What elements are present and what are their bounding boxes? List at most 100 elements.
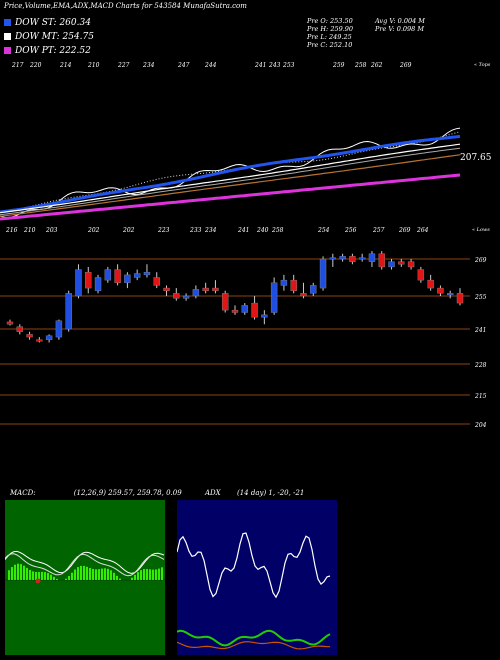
lows-tag: « Lows <box>472 227 490 233</box>
bottom-label: 223 <box>157 227 170 234</box>
stat-close: Pre C: 252.10 <box>307 41 353 49</box>
macd-bar <box>155 569 157 580</box>
price-line <box>0 127 461 219</box>
candle-body <box>398 261 405 265</box>
candle-body <box>45 335 53 340</box>
bottom-label: 233 <box>189 227 202 234</box>
candle-body <box>75 269 82 297</box>
candle-body <box>192 289 200 297</box>
candle-body <box>133 273 141 278</box>
bottom-label: 203 <box>45 227 58 234</box>
legend-mt-swatch <box>4 33 11 40</box>
legend-mt-value: 254.75 <box>62 32 95 42</box>
adx-line <box>177 532 331 599</box>
candle-body <box>104 269 112 281</box>
candle-body <box>114 269 121 283</box>
bottom-label: 202 <box>87 227 100 234</box>
stat-low: Pre L: 249.25 <box>307 33 352 41</box>
bottom-label: 202 <box>122 227 135 234</box>
macd-bar <box>161 567 163 580</box>
candle-body <box>231 309 239 313</box>
tops-tag: « Tops <box>474 62 491 68</box>
signal-line <box>5 553 165 577</box>
macd-bar <box>146 568 148 580</box>
ema-grey-line <box>0 147 461 216</box>
macd-bar <box>149 569 151 580</box>
ema-pt-line <box>0 173 461 221</box>
stat-avg-volume: Avg V: 0.004 M <box>375 17 425 25</box>
price-tick-label: 269 <box>474 257 487 264</box>
legend-st-swatch <box>4 19 11 26</box>
top-label: 241 <box>254 62 266 69</box>
macd-bar <box>38 572 40 580</box>
bottom-label: 258 <box>271 227 284 234</box>
bottom-label: 234 <box>204 227 217 234</box>
price-chart: 217 220 214 210 227 234 247 244 241 243 253 259 258 2… <box>0 62 492 429</box>
stat-prev-volume: Pre V: 0.098 M <box>375 25 425 33</box>
candle-body <box>456 293 464 304</box>
candle-body <box>407 261 415 268</box>
macd-bar <box>71 572 73 580</box>
macd-bar <box>47 572 49 580</box>
candle-body <box>85 272 92 289</box>
macd-bar <box>131 577 133 580</box>
top-label: 210 <box>87 62 100 69</box>
macd-title: MACD: <box>10 489 38 497</box>
macd-bar <box>56 578 58 580</box>
candle-body <box>143 272 151 276</box>
price-tick-label: 215 <box>474 393 487 400</box>
top-label: 220 <box>29 62 42 69</box>
candle-body <box>388 261 395 268</box>
candle-body <box>280 279 288 286</box>
macd-bar <box>65 578 67 580</box>
top-label: 243 <box>268 62 281 69</box>
top-label: 244 <box>204 62 217 69</box>
macd-bar <box>11 567 13 580</box>
legend-st-value: 260.34 <box>59 18 91 28</box>
macd-bar <box>104 568 106 580</box>
macd-values: (12,26,9) 259.57, 259.78, 0.09 <box>73 489 182 497</box>
macd-bar <box>116 575 118 580</box>
macd-bar <box>77 567 79 580</box>
macd-marker <box>35 578 41 584</box>
candle-body <box>212 287 219 291</box>
macd-bar <box>158 568 160 580</box>
price-tick-label: 228 <box>474 362 487 369</box>
macd-bar <box>95 569 97 580</box>
stat-high: Pre H: 259.90 <box>307 25 354 33</box>
candle-body <box>349 256 356 262</box>
adx-background <box>177 500 337 655</box>
ema-mt-line <box>0 143 461 214</box>
macd-bar <box>110 570 112 580</box>
candle-body <box>261 314 268 318</box>
candle-body <box>290 279 297 291</box>
candle-body <box>36 339 43 342</box>
candle-body <box>447 293 454 296</box>
macd-bar <box>107 568 109 580</box>
macd-bar <box>86 566 88 580</box>
candle-body <box>26 334 33 338</box>
macd-bar <box>68 576 70 580</box>
legend-mt: DOW MT: 254.75 <box>4 32 94 42</box>
macd-line <box>5 550 165 574</box>
candlestick-panel: 269 255 241 228 215 204 <box>0 251 487 429</box>
macd-bar <box>35 572 37 580</box>
legend-pt: DOW PT: 222.52 <box>4 46 91 56</box>
candle-body <box>173 293 180 299</box>
legend-pt-value: 222.52 <box>59 46 91 56</box>
candle-body <box>300 293 307 297</box>
macd-bar <box>8 570 10 580</box>
adx-label: (14 day) 1, -20, -21 <box>237 489 304 497</box>
candle-body <box>202 287 209 291</box>
candle-body <box>251 302 258 318</box>
macd-bar <box>23 565 25 580</box>
candle-body <box>182 295 190 299</box>
ema-panel: 217 220 214 210 227 234 247 244 241 243 253 259 258 2… <box>0 62 492 234</box>
macd-bar <box>53 576 55 580</box>
stat-open: Pre O: 253.50 <box>307 17 353 25</box>
candle-body <box>16 326 23 332</box>
plus-di-line <box>177 629 331 647</box>
legend-st: DOW ST: 260.34 <box>4 18 91 28</box>
macd-bar <box>20 564 22 580</box>
candle-body <box>329 257 337 260</box>
